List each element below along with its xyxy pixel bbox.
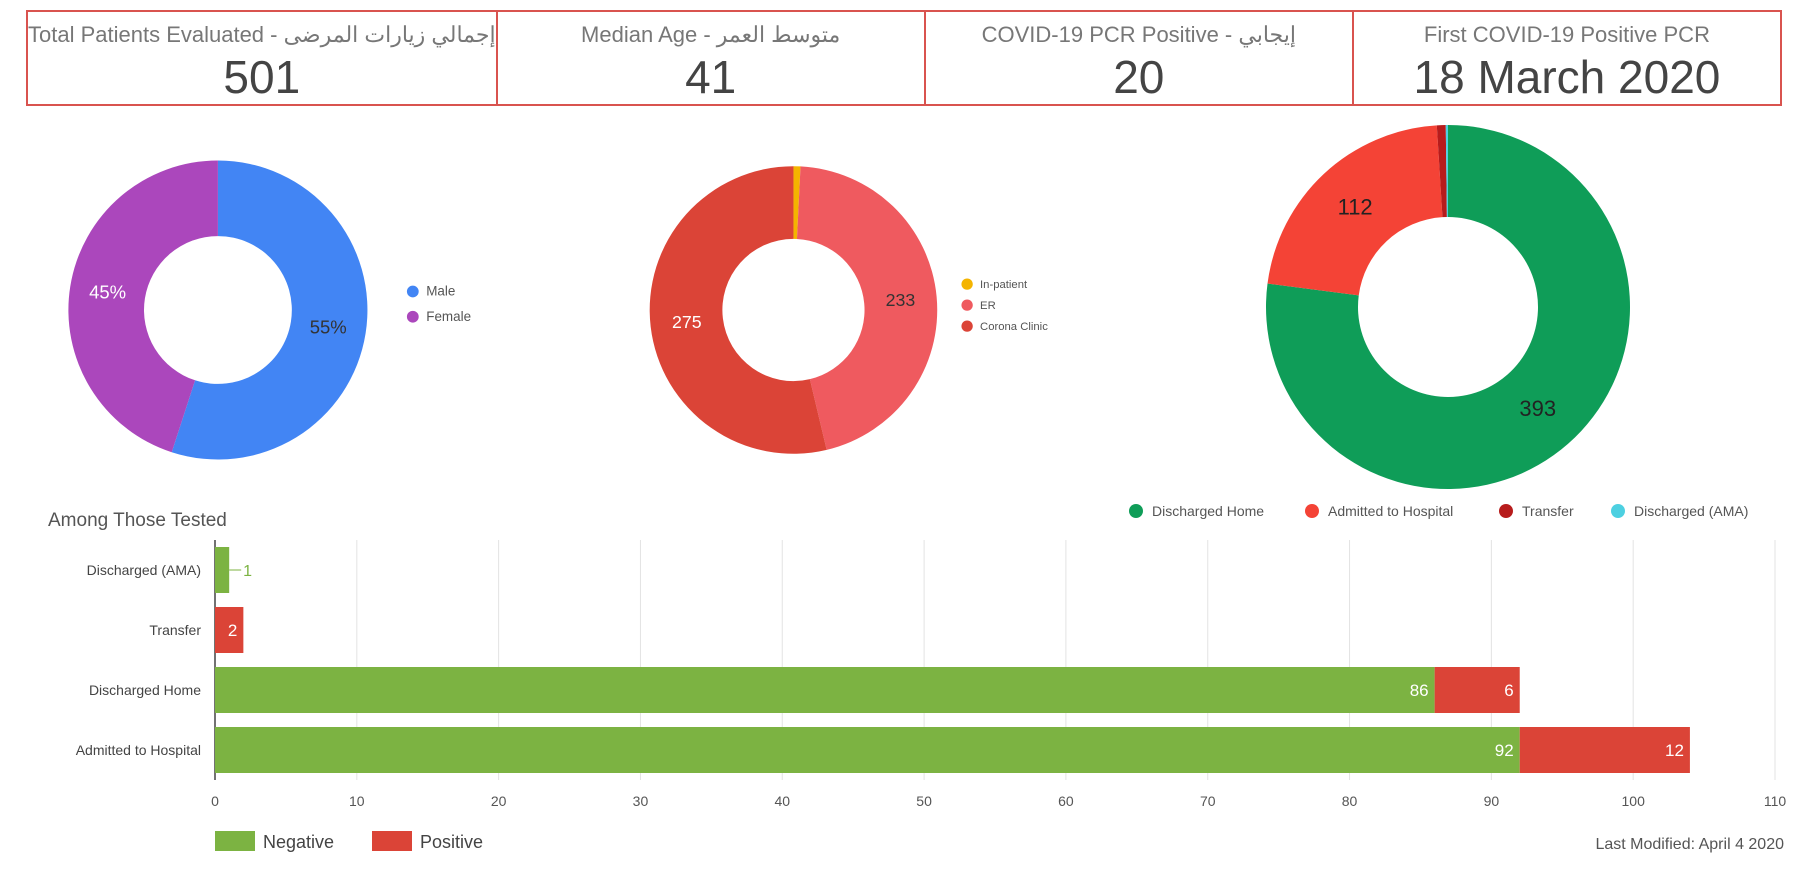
donut-slice-er — [796, 166, 938, 450]
legend-swatch — [1129, 504, 1143, 518]
legend-item: Corona Clinic — [961, 320, 1048, 333]
kpi-value: 501 — [223, 51, 301, 103]
y-category-label: Transfer — [149, 622, 201, 638]
legend-swatch — [215, 831, 255, 851]
y-category-label: Discharged (AMA) — [87, 562, 201, 578]
kpi-value: 41 — [685, 51, 737, 103]
bar-value-label: 86 — [1410, 681, 1429, 700]
legend-label: In-patient — [980, 279, 1028, 291]
legend-swatch — [406, 310, 419, 323]
bar-positive — [1519, 727, 1690, 773]
legend-label: Admitted to Hospital — [1328, 503, 1453, 519]
gender-donut-chart: 55% 45% Male Female — [68, 160, 471, 460]
slice-label: 55% — [310, 316, 347, 337]
legend-item: Admitted to Hospital — [1305, 503, 1453, 519]
legend-item: Male — [406, 284, 455, 299]
donut-slice-transfer — [1436, 125, 1447, 218]
kpi-value: 20 — [1113, 51, 1165, 103]
x-tick-label: 110 — [1764, 793, 1787, 809]
last-modified: Last Modified: April 4 2020 — [1595, 836, 1784, 853]
legend-label: Male — [426, 284, 455, 299]
bar-value-label: 2 — [228, 621, 237, 640]
kpi-value: 18 March 2020 — [1413, 51, 1721, 103]
bar-negative — [215, 667, 1435, 713]
donut-slice-admitted-to-hospital — [1267, 125, 1443, 296]
donut-slice-male — [171, 160, 368, 460]
bar-negative — [215, 547, 230, 593]
slice-label: 45% — [89, 281, 126, 302]
legend-label: Negative — [263, 832, 334, 852]
bar-chart-title: Among Those Tested — [48, 510, 227, 531]
slice-label: 233 — [886, 290, 916, 310]
donut-slice-in-patient — [793, 166, 801, 240]
y-category-label: Admitted to Hospital — [76, 742, 201, 758]
slice-label: 275 — [672, 312, 702, 332]
kpi-label: Total Patients Evaluated - إجمالي زيارات… — [28, 22, 496, 47]
legend-swatch — [1499, 504, 1513, 518]
legend-label: Positive — [420, 832, 483, 852]
kpi-label: First COVID-19 Positive PCR — [1423, 22, 1710, 47]
bar-legend-item: Positive — [372, 831, 483, 852]
legend-item: Discharged Home — [1129, 503, 1264, 519]
among-tested-bar-chart: 0 10 20 30 40 50 60 70 80 90 100 110 Discharged (AMA… — [76, 540, 1787, 852]
x-tick-label: 50 — [916, 793, 932, 809]
kpi-label: COVID-19 PCR Positive - إيجابي — [981, 22, 1296, 47]
visit-type-donut-chart: 233 275 In-patient ER Corona Clinic — [649, 166, 1048, 454]
x-tick-label: 70 — [1200, 793, 1216, 809]
slice-label: 393 — [1519, 396, 1556, 421]
bar-positive — [215, 607, 244, 653]
x-tick-label: 20 — [491, 793, 507, 809]
legend-label: Transfer — [1522, 503, 1574, 519]
donut-slice-female — [68, 160, 218, 453]
donut-slice-discharged-ama- — [1445, 125, 1448, 218]
x-tick-label: 80 — [1342, 793, 1358, 809]
bar-value-label: 6 — [1504, 681, 1513, 700]
kpi-label: Median Age - متوسط العمر — [581, 22, 841, 47]
legend-swatch — [1611, 504, 1625, 518]
legend-label: ER — [980, 300, 996, 312]
legend-swatch — [1305, 504, 1319, 518]
legend-item: In-patient — [961, 278, 1028, 291]
bar-value-label: 12 — [1665, 741, 1684, 760]
y-category-label: Discharged Home — [89, 682, 201, 698]
legend-swatch — [961, 299, 973, 311]
legend-label: Discharged (AMA) — [1634, 503, 1748, 519]
x-tick-label: 30 — [633, 793, 649, 809]
kpi-pcr-positive: COVID-19 PCR Positive - إيجابي 20 — [923, 10, 1354, 106]
bar-negative — [215, 727, 1520, 773]
x-tick-label: 0 — [211, 793, 219, 809]
legend-item: Female — [406, 309, 471, 324]
kpi-row: Total Patients Evaluated - إجمالي زيارات… — [26, 10, 1783, 106]
kpi-median-age: Median Age - متوسط العمر 41 — [495, 10, 926, 106]
x-tick-label: 40 — [774, 793, 790, 809]
bar-legend-item: Negative — [215, 831, 334, 852]
bar-value-label: 92 — [1495, 741, 1514, 760]
legend-swatch — [372, 831, 412, 851]
kpi-total-patients: Total Patients Evaluated - إجمالي زيارات… — [26, 10, 498, 106]
x-tick-label: 10 — [349, 793, 365, 809]
legend-item: ER — [961, 299, 996, 312]
legend-swatch — [961, 278, 973, 290]
legend-swatch — [406, 285, 419, 298]
kpi-first-positive: First COVID-19 Positive PCR 18 March 202… — [1351, 10, 1783, 106]
slice-label: 112 — [1338, 195, 1373, 220]
donut-slice-discharged-home — [1266, 125, 1630, 489]
x-tick-label: 100 — [1622, 793, 1646, 809]
bar-value-label: 1 — [243, 563, 252, 580]
x-tick-label: 90 — [1484, 793, 1500, 809]
legend-label: Discharged Home — [1152, 503, 1264, 519]
legend-label: Female — [426, 309, 471, 324]
legend-swatch — [961, 320, 973, 332]
legend-label: Corona Clinic — [980, 321, 1048, 333]
disposition-donut-chart: 393 112 Discharged Home Admitted to Hospita… — [1129, 125, 1748, 519]
x-tick-label: 60 — [1058, 793, 1074, 809]
bar-positive — [1434, 667, 1520, 713]
legend-item: Discharged (AMA) — [1611, 503, 1748, 519]
donut-slice-corona-clinic — [649, 166, 827, 454]
legend-item: Transfer — [1499, 503, 1574, 519]
